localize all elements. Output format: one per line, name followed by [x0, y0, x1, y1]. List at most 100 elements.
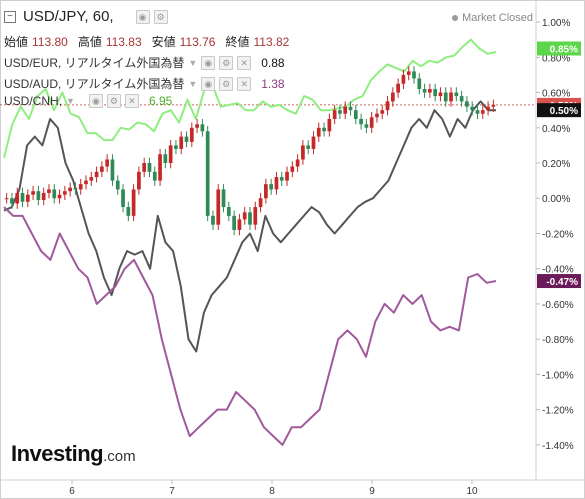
- candle-body: [258, 198, 263, 208]
- y-tick-label: -0.20%: [542, 229, 574, 240]
- candle-body: [269, 184, 274, 190]
- candle-body: [422, 89, 427, 93]
- candle-body: [338, 110, 342, 114]
- candle-body: [264, 184, 268, 199]
- candle-body: [369, 117, 374, 128]
- candle-body: [311, 136, 316, 149]
- candle-body: [121, 189, 125, 208]
- candle-body: [380, 110, 385, 114]
- candle-body: [221, 189, 226, 208]
- candle-body: [137, 171, 141, 190]
- settings-icon[interactable]: ⚙: [106, 94, 121, 108]
- candle-body: [73, 187, 78, 190]
- candle-body: [375, 113, 379, 118]
- close-icon[interactable]: ✕: [124, 94, 139, 108]
- close-icon[interactable]: ✕: [237, 76, 252, 91]
- collapse-icon[interactable]: −: [4, 10, 16, 23]
- candle-body: [57, 194, 62, 199]
- close-icon[interactable]: ✕: [237, 55, 252, 70]
- y-tick-label: -1.00%: [542, 370, 574, 381]
- symbol-title: USD/JPY, 60,: [23, 8, 114, 25]
- overlay-cnh-value: 6.95: [148, 94, 173, 108]
- close-value: 113.82: [253, 34, 290, 49]
- candle-body: [248, 212, 252, 225]
- candle-body: [195, 124, 199, 128]
- high-label: 高値: [77, 35, 102, 49]
- overlay-row-cnh[interactable]: USD/CNH, ▼ ◉ ⚙ ✕ 6.95: [4, 94, 172, 108]
- y-tick-label: 1.00%: [542, 18, 570, 29]
- eye-icon[interactable]: ◉: [201, 76, 216, 91]
- candle-body: [168, 145, 173, 164]
- chevron-down-icon[interactable]: ▼: [66, 96, 75, 106]
- candle-body: [200, 124, 205, 132]
- chevron-down-icon[interactable]: ▼: [188, 78, 198, 89]
- overlay-row-eur[interactable]: USD/EUR, リアルタイム外国為替 ▼ ◉ ⚙ ✕ 0.88: [4, 54, 285, 71]
- value-badge-label: 0.50%: [550, 106, 578, 117]
- ohlc-row: 始値 113.80 高値 113.83 安値 113.76 終値 113.82: [4, 33, 295, 50]
- low-label: 安値: [151, 35, 176, 49]
- y-tick-label: 0.20%: [542, 159, 570, 170]
- open-label: 始値: [4, 35, 29, 49]
- eye-icon[interactable]: ◉: [135, 9, 150, 24]
- candle-body: [396, 83, 400, 93]
- candle-body: [142, 163, 147, 172]
- overlay-aud-value: 1.38: [261, 76, 285, 91]
- low-value: 113.76: [179, 34, 216, 49]
- x-tick-label: 9: [369, 486, 375, 497]
- investing-logo: Investing.com: [11, 441, 136, 467]
- market-status-text: Market Closed: [462, 12, 533, 24]
- candle-body: [237, 219, 242, 230]
- candle-body: [68, 187, 72, 192]
- status-dot-icon: [452, 15, 459, 22]
- candle-body: [226, 207, 231, 216]
- candle-body: [78, 184, 83, 190]
- value-badge: [537, 41, 581, 56]
- candle-body: [443, 92, 448, 102]
- chevron-down-icon[interactable]: ▼: [188, 57, 198, 68]
- candle-body: [131, 189, 136, 216]
- eye-icon[interactable]: ◉: [201, 55, 216, 70]
- y-tick-label: -0.40%: [542, 265, 574, 276]
- overlay-aud-name: USD/AUD, リアルタイム外国為替: [4, 77, 185, 91]
- y-tick-label: -1.40%: [542, 441, 574, 452]
- settings-icon[interactable]: ⚙: [219, 55, 234, 70]
- settings-icon[interactable]: ⚙: [219, 76, 234, 91]
- candle-body: [332, 110, 337, 119]
- value-badge-label: 0.85%: [550, 45, 578, 56]
- candle-body: [242, 212, 247, 220]
- candle-body: [253, 207, 258, 225]
- candle-body: [316, 127, 321, 137]
- candle-body: [47, 189, 51, 193]
- series-line-usd-eur: [3, 100, 496, 353]
- candle-body: [353, 110, 358, 119]
- candle-body: [174, 145, 178, 149]
- logo-main: Investing: [11, 441, 104, 466]
- settings-icon[interactable]: ⚙: [153, 9, 168, 24]
- candle-body: [20, 192, 25, 202]
- series-line-usd-aud: [3, 206, 497, 446]
- candle-body: [348, 106, 353, 111]
- candle-body: [417, 78, 422, 90]
- candle-body: [449, 92, 453, 102]
- value-badge: [537, 274, 581, 289]
- candle-body: [36, 191, 41, 201]
- y-tick-label: -0.80%: [542, 335, 574, 346]
- eye-icon[interactable]: ◉: [88, 94, 103, 108]
- overlay-row-aud[interactable]: USD/AUD, リアルタイム外国為替 ▼ ◉ ⚙ ✕ 1.38: [4, 75, 285, 92]
- candle-body: [163, 154, 168, 164]
- candle-body: [216, 189, 221, 225]
- candle-body: [232, 215, 236, 230]
- overlay-cnh-name: USD/CNH,: [4, 94, 63, 108]
- candle-body: [486, 106, 490, 111]
- candle-body: [110, 159, 115, 181]
- x-tick-label: 6: [69, 486, 75, 497]
- candle-body: [62, 191, 67, 195]
- candle-body: [4, 198, 9, 200]
- candle-body: [89, 177, 94, 181]
- candle-body: [301, 145, 305, 160]
- candle-body: [184, 136, 189, 142]
- candle-body: [211, 215, 215, 225]
- candle-body: [385, 101, 390, 111]
- candle-body: [158, 154, 162, 181]
